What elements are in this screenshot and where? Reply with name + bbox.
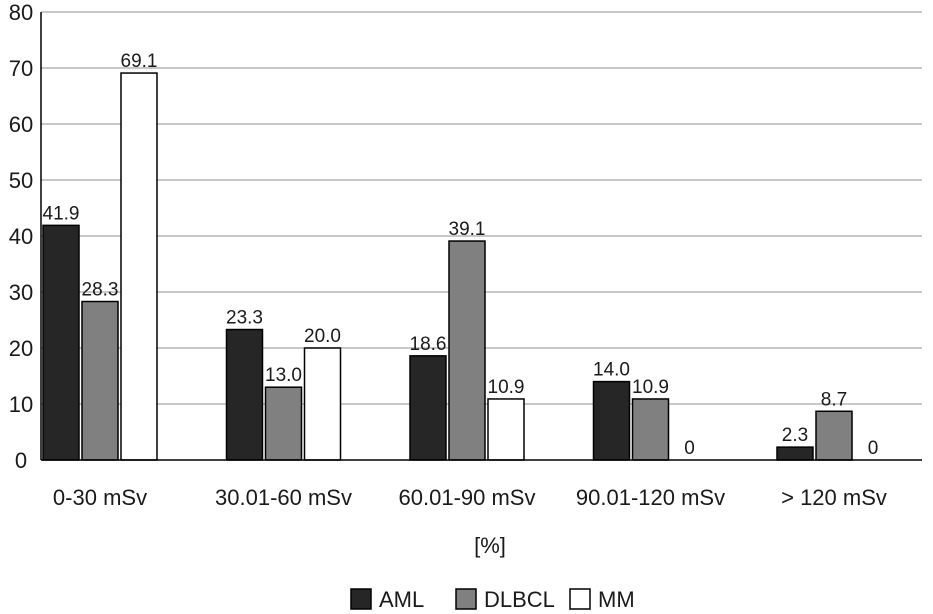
y-tick-label: 40 [9, 224, 33, 249]
y-tick-label: 70 [9, 56, 33, 81]
category-label: 30.01-60 mSv [215, 485, 352, 510]
legend: AML DLBCL MM [350, 587, 635, 612]
data-label: 10.9 [488, 377, 525, 398]
y-tick-label: 80 [9, 0, 33, 25]
data-label: 18.6 [410, 334, 447, 355]
data-label: 13.0 [265, 365, 302, 386]
x-axis-title: [%] [474, 533, 506, 558]
bar-dlbcl [264, 386, 303, 461]
bar-aml [592, 380, 631, 461]
y-tick-label: 20 [9, 336, 33, 361]
bar-aml [409, 355, 447, 461]
y-tick-labels: 0 10 20 30 40 50 60 70 80 [9, 0, 33, 473]
axes [40, 12, 922, 461]
bars [42, 72, 853, 461]
category-label: 60.01-90 mSv [399, 485, 536, 510]
data-label: 41.9 [43, 203, 80, 224]
bar-dlbcl [81, 300, 119, 461]
bar-dlbcl [448, 240, 486, 461]
y-tick-label: 10 [9, 392, 33, 417]
data-label: 0 [868, 438, 879, 459]
bar-aml [42, 224, 80, 461]
data-label: 8.7 [821, 389, 847, 410]
bar-mm [487, 398, 525, 461]
category-labels: 0-30 mSv 30.01-60 mSv 60.01-90 mSv 90.01-12… [53, 485, 887, 510]
data-label: 10.9 [632, 377, 669, 398]
y-tick-label: 60 [9, 112, 33, 137]
legend-swatch-aml [350, 588, 372, 610]
category-label: 0-30 mSv [53, 485, 147, 510]
legend-label: AML [379, 587, 424, 612]
data-label: 23.3 [226, 308, 263, 329]
category-label: 90.01-120 mSv [576, 485, 725, 510]
data-label: 2.3 [782, 425, 808, 446]
data-label: 20.0 [304, 326, 341, 347]
legend-swatch-dlbcl [455, 588, 477, 610]
bar-mm [303, 347, 342, 461]
data-label: 69.1 [121, 51, 158, 72]
data-label: 39.1 [449, 219, 486, 240]
y-tick-label: 50 [9, 168, 33, 193]
bar-aml [225, 328, 264, 461]
data-label: 28.3 [82, 280, 119, 301]
bar-mm [120, 72, 158, 461]
y-tick-label: 0 [15, 448, 27, 473]
data-labels: 41.928.369.123.313.020.0 18.639.110.914.0… [43, 51, 879, 459]
legend-label: DLBCL [484, 587, 555, 612]
bar-dlbcl [815, 410, 853, 461]
category-label: > 120 mSv [781, 485, 887, 510]
bar-aml [776, 446, 814, 461]
data-label: 0 [684, 438, 695, 459]
data-label: 14.0 [593, 360, 630, 381]
y-tick-label: 30 [9, 280, 33, 305]
legend-label: MM [598, 587, 635, 612]
legend-swatch-mm [569, 588, 591, 610]
bar-dlbcl [631, 398, 670, 461]
